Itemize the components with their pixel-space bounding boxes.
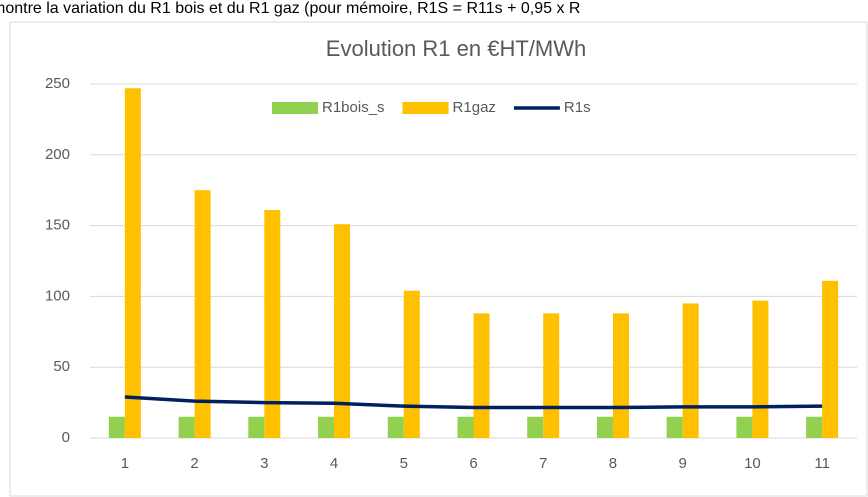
x-tick-label: 4: [330, 455, 338, 472]
bar: [682, 303, 699, 438]
bar: [806, 416, 823, 438]
bar: [473, 313, 490, 438]
bar: [527, 416, 544, 438]
legend-label: R1bois_s: [322, 99, 385, 116]
x-tick-label: 9: [679, 455, 687, 472]
y-tick-label: 0: [62, 429, 70, 446]
x-tick-label: 3: [260, 455, 268, 472]
bar: [264, 210, 281, 438]
bar: [543, 313, 560, 438]
bar: [403, 290, 420, 438]
y-tick-label: 100: [45, 287, 70, 304]
bar: [178, 416, 195, 438]
bar: [822, 280, 839, 438]
bar: [612, 313, 629, 438]
bar: [334, 224, 351, 438]
y-tick-label: 200: [45, 146, 70, 163]
line-series: [124, 395, 823, 410]
x-tick-label: 7: [539, 455, 547, 472]
legend-label: R1gaz: [453, 99, 496, 116]
bar: [318, 416, 335, 438]
x-tick-label: 1: [121, 455, 129, 472]
bar: [108, 416, 125, 438]
bar: [457, 416, 474, 438]
x-tick-label: 8: [609, 455, 617, 472]
legend-swatch: [272, 102, 318, 114]
caption: montre la variation du R1 bois et du R1 …: [0, 0, 580, 17]
y-tick-label: 150: [45, 217, 70, 234]
bar: [194, 190, 211, 438]
x-tick-label: 5: [400, 455, 408, 472]
chart-frame: [9, 21, 868, 497]
x-tick-label: 11: [814, 455, 830, 472]
y-tick-label: 250: [45, 75, 70, 92]
bar: [387, 416, 404, 438]
x-tick-label: 2: [190, 455, 198, 472]
chart-title: Evolution R1 en €HT/MWh: [326, 36, 586, 61]
x-tick-label: 10: [744, 455, 761, 472]
legend-swatch: [402, 102, 449, 114]
x-tick-label: 6: [469, 455, 477, 472]
bar: [752, 300, 769, 438]
bar: [248, 416, 265, 438]
bar: [666, 416, 683, 438]
bar: [596, 416, 613, 438]
bar: [124, 88, 141, 439]
y-tick-label: 50: [53, 358, 70, 375]
legend-label: R1s: [564, 99, 591, 116]
bar: [736, 416, 753, 438]
